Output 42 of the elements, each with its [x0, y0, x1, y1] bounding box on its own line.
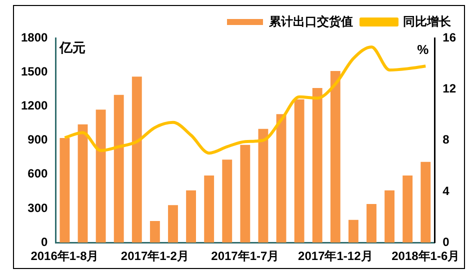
bar: [330, 70, 340, 243]
bar: [294, 99, 304, 243]
bar: [348, 220, 358, 243]
bar: [186, 190, 196, 243]
y-tick-label: 300: [28, 200, 48, 215]
y-tick-label: 600: [28, 166, 48, 181]
y-tick-label: 900: [28, 132, 48, 147]
y2-tick-label: 0: [442, 234, 450, 249]
bar: [222, 160, 232, 243]
y2-tick-label: 8: [442, 132, 450, 147]
bar: [96, 110, 106, 243]
y-axis-title: 亿元: [58, 40, 86, 56]
y-tick-label: 1200: [20, 98, 48, 113]
bar: [132, 76, 142, 243]
bar: [402, 176, 413, 243]
y2-tick-label: 16: [442, 30, 456, 44]
bar: [60, 138, 70, 243]
bar: [168, 205, 178, 243]
bar: [150, 221, 160, 243]
y-tick-label: 1800: [20, 30, 48, 44]
legend-label: 同比增长: [403, 14, 452, 28]
x-tick-label: 2018年1-6月: [392, 249, 460, 264]
legend-label: 累计出口交货值: [268, 14, 353, 28]
x-tick-label: 2017年1-12月: [298, 249, 373, 264]
bar: [420, 162, 431, 243]
x-tick-label: 2016年1-8月: [30, 249, 99, 264]
bar: [384, 190, 394, 243]
bar: [204, 176, 214, 243]
y-tick-label: 0: [41, 234, 48, 249]
y2-tick-label: 4: [442, 184, 450, 198]
x-tick-label: 2017年1-7月: [211, 249, 280, 264]
bar: [312, 88, 322, 243]
bar: [114, 94, 124, 243]
y-tick-label: 1500: [20, 64, 48, 78]
bar: [258, 128, 268, 243]
bar: [78, 124, 88, 243]
bar: [366, 204, 376, 243]
x-tick-label: 2017年1-2月: [120, 249, 189, 264]
bar: [276, 114, 286, 243]
y2-axis-title: %: [417, 42, 430, 58]
bar: [240, 144, 250, 243]
y2-tick-label: 12: [442, 81, 456, 96]
